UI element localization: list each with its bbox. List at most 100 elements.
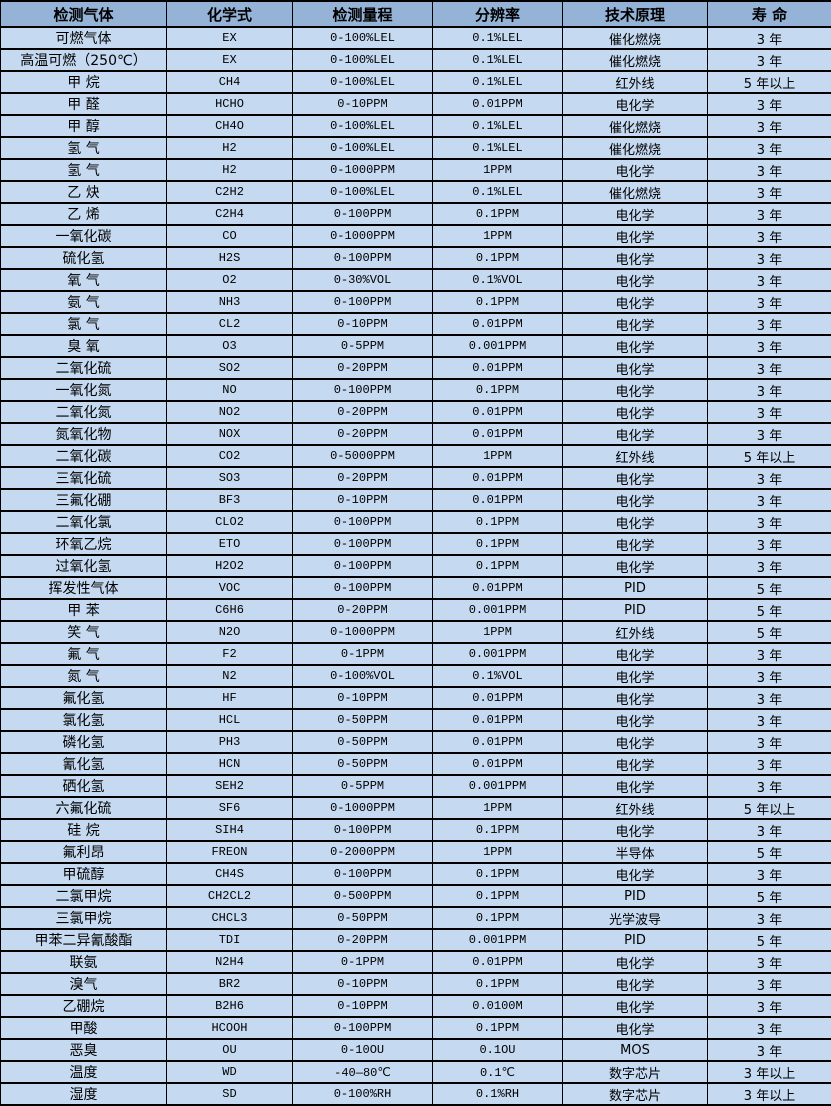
- lifespan-cell: 3 年: [708, 511, 831, 533]
- formula-cell: CH4O: [167, 115, 293, 137]
- lifespan-cell: 3 年: [708, 247, 831, 269]
- gas-name-cell: 二氯甲烷: [1, 885, 167, 907]
- lifespan-cell: 3 年: [708, 863, 831, 885]
- gas-name-cell: 甲 醇: [1, 115, 167, 137]
- gas-name-cell: 六氟化硫: [1, 797, 167, 819]
- gas-name-cell: 乙 炔: [1, 181, 167, 203]
- range-cell: 0-1000PPM: [293, 797, 433, 819]
- header-lifespan: 寿 命: [708, 1, 831, 27]
- gas-name-cell: 氟 气: [1, 643, 167, 665]
- gas-name-cell: 一氧化碳: [1, 225, 167, 247]
- principle-cell: 电化学: [563, 863, 708, 885]
- principle-cell: 电化学: [563, 709, 708, 731]
- resolution-cell: 0.1%LEL: [433, 181, 563, 203]
- gas-name-cell: 氧 气: [1, 269, 167, 291]
- range-cell: 0-100PPM: [293, 1017, 433, 1039]
- principle-cell: 电化学: [563, 291, 708, 313]
- resolution-cell: 1PPM: [433, 621, 563, 643]
- resolution-cell: 0.1%VOL: [433, 665, 563, 687]
- principle-cell: 电化学: [563, 401, 708, 423]
- lifespan-cell: 3 年: [708, 775, 831, 797]
- resolution-cell: 1PPM: [433, 797, 563, 819]
- lifespan-cell: 3 年以上: [708, 1061, 831, 1083]
- principle-cell: 催化燃烧: [563, 27, 708, 49]
- formula-cell: N2H4: [167, 951, 293, 973]
- principle-cell: 红外线: [563, 621, 708, 643]
- resolution-cell: 0.01PPM: [433, 401, 563, 423]
- principle-cell: 电化学: [563, 379, 708, 401]
- gas-name-cell: 一氧化氮: [1, 379, 167, 401]
- lifespan-cell: 5 年: [708, 599, 831, 621]
- lifespan-cell: 3 年: [708, 1039, 831, 1061]
- gas-name-cell: 甲 烷: [1, 71, 167, 93]
- resolution-cell: 0.1PPM: [433, 511, 563, 533]
- range-cell: 0-50PPM: [293, 753, 433, 775]
- principle-cell: 数字芯片: [563, 1061, 708, 1083]
- lifespan-cell: 3 年: [708, 115, 831, 137]
- range-cell: 0-50PPM: [293, 907, 433, 929]
- principle-cell: PID: [563, 599, 708, 621]
- header-detection-range: 检测量程: [293, 1, 433, 27]
- principle-cell: 电化学: [563, 1017, 708, 1039]
- formula-cell: HCOOH: [167, 1017, 293, 1039]
- formula-cell: O3: [167, 335, 293, 357]
- resolution-cell: 0.001PPM: [433, 335, 563, 357]
- principle-cell: 电化学: [563, 203, 708, 225]
- formula-cell: CL2: [167, 313, 293, 335]
- principle-cell: 电化学: [563, 467, 708, 489]
- lifespan-cell: 3 年: [708, 643, 831, 665]
- principle-cell: 光学波导: [563, 907, 708, 929]
- range-cell: 0-100PPM: [293, 203, 433, 225]
- resolution-cell: 0.001PPM: [433, 775, 563, 797]
- resolution-cell: 0.1OU: [433, 1039, 563, 1061]
- formula-cell: ETO: [167, 533, 293, 555]
- lifespan-cell: 5 年: [708, 841, 831, 863]
- gas-name-cell: 挥发性气体: [1, 577, 167, 599]
- principle-cell: 电化学: [563, 995, 708, 1017]
- principle-cell: 电化学: [563, 731, 708, 753]
- principle-cell: 电化学: [563, 665, 708, 687]
- principle-cell: 数字芯片: [563, 1083, 708, 1105]
- lifespan-cell: 5 年: [708, 621, 831, 643]
- resolution-cell: 0.1PPM: [433, 885, 563, 907]
- range-cell: 0-100%LEL: [293, 115, 433, 137]
- gas-name-cell: 氟化氢: [1, 687, 167, 709]
- principle-cell: 红外线: [563, 797, 708, 819]
- formula-cell: CLO2: [167, 511, 293, 533]
- resolution-cell: 0.001PPM: [433, 643, 563, 665]
- gas-name-cell: 氟利昂: [1, 841, 167, 863]
- formula-cell: CH4: [167, 71, 293, 93]
- formula-cell: SD: [167, 1083, 293, 1105]
- gas-name-cell: 臭 氧: [1, 335, 167, 357]
- formula-cell: BR2: [167, 973, 293, 995]
- range-cell: 0-100PPM: [293, 511, 433, 533]
- formula-cell: NOX: [167, 423, 293, 445]
- gas-name-cell: 氯 气: [1, 313, 167, 335]
- range-cell: 0-20PPM: [293, 467, 433, 489]
- range-cell: 0-10PPM: [293, 687, 433, 709]
- formula-cell: H2: [167, 137, 293, 159]
- lifespan-cell: 5 年: [708, 577, 831, 599]
- range-cell: 0-100PPM: [293, 555, 433, 577]
- gas-name-cell: 三氟化硼: [1, 489, 167, 511]
- principle-cell: 电化学: [563, 753, 708, 775]
- formula-cell: OU: [167, 1039, 293, 1061]
- formula-cell: CH4S: [167, 863, 293, 885]
- formula-cell: SIH4: [167, 819, 293, 841]
- resolution-cell: 0.1%LEL: [433, 137, 563, 159]
- resolution-cell: 0.01PPM: [433, 423, 563, 445]
- resolution-cell: 0.1PPM: [433, 247, 563, 269]
- range-cell: 0-100PPM: [293, 577, 433, 599]
